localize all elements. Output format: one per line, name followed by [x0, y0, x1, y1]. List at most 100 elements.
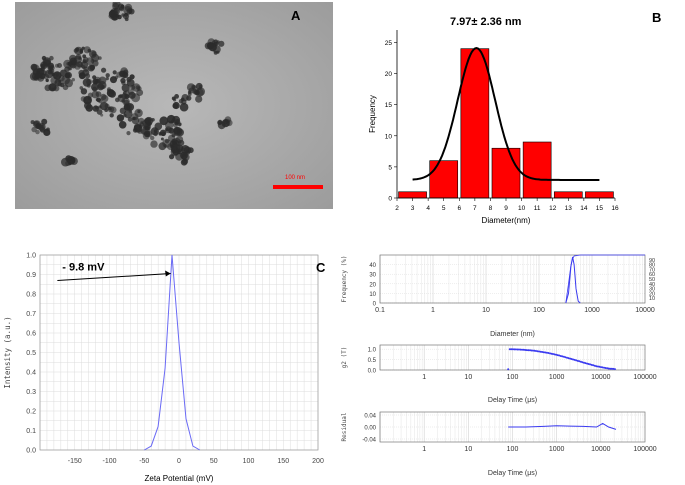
nanoparticle [98, 99, 103, 104]
nanoparticle [43, 74, 50, 80]
y-axis-title: Residual [341, 412, 348, 441]
histogram-panel: 7.97± 2.36 nm 2 3 4 5 6 7 8 9 10 11 12 13 14 15 16 0 5 10 1… [345, 0, 685, 230]
nanoparticle [39, 126, 46, 133]
nanoparticle [101, 67, 107, 73]
correlation-point [507, 368, 510, 371]
nanoparticle [98, 81, 107, 90]
correlation-point [567, 357, 570, 360]
nanoparticle [110, 13, 117, 21]
x-tick-label: 6 [457, 205, 461, 212]
y-tick-label: 30 [369, 273, 376, 279]
y-tick-label: 0.7 [26, 311, 36, 318]
plot-frame [379, 411, 646, 443]
correlation-point [595, 365, 598, 368]
y-tick-label: 20 [369, 282, 376, 288]
x-tick-label: 0 [177, 458, 181, 465]
nanoparticle [117, 94, 126, 103]
correlation-point [536, 350, 539, 353]
histogram-bar [460, 48, 490, 199]
nanoparticle [78, 56, 82, 60]
x-axis-title: Zeta Potential (mV) [145, 474, 214, 483]
y-axis-title: g2 (T) [341, 347, 348, 369]
nanoparticle [137, 86, 142, 91]
x-axis-title: Diameter(nm) [482, 216, 531, 225]
nanoparticle [113, 7, 120, 15]
nanoparticle [60, 82, 65, 88]
nanoparticle [180, 97, 185, 102]
y-tick-label: -0.04 [362, 438, 376, 444]
nanoparticle [180, 159, 188, 166]
correlation-point [545, 351, 548, 354]
nanoparticle [51, 72, 55, 77]
x-axis-title: Delay Time (μs) [488, 397, 537, 404]
nanoparticle [171, 96, 176, 101]
y-right-tick-label: 80 [649, 263, 655, 269]
y-tick-label: 0.1 [26, 428, 36, 435]
correlation-point [555, 353, 558, 356]
x-tick-label: 10 [464, 446, 472, 453]
nanoparticle [132, 116, 136, 121]
y-tick-label: 1.0 [26, 253, 36, 260]
y-tick-label: 0.04 [364, 414, 376, 420]
correlation-point [553, 353, 556, 356]
nanoparticle [121, 83, 130, 92]
correlation-point [538, 350, 541, 353]
nanoparticle [150, 140, 158, 148]
y-tick-label: 0.0 [26, 448, 36, 455]
correlation-point [541, 351, 544, 353]
y-tick-label: 10 [369, 292, 376, 298]
correlation-point [575, 359, 578, 362]
correlation-point [513, 348, 516, 351]
nanoparticle [101, 95, 109, 103]
zeta-distribution-line [144, 254, 201, 451]
panel-label-c: C [316, 260, 326, 275]
nanoparticle [181, 147, 186, 152]
y-tick-label: 0.2 [26, 409, 36, 416]
correlation-point [528, 349, 531, 352]
correlation-point [530, 349, 533, 352]
nanoparticle [92, 75, 97, 80]
x-tick-label: 100000 [633, 446, 656, 453]
nanoparticle [105, 73, 110, 78]
nanoparticle [168, 127, 175, 134]
nanoparticle [222, 118, 231, 127]
nanoparticle [108, 107, 113, 111]
nanoparticle [159, 129, 167, 136]
nanoparticle [32, 120, 41, 128]
nanoparticle [123, 69, 129, 75]
x-tick-label: 16 [611, 205, 619, 212]
x-tick-label: 100 [243, 458, 255, 465]
correlation-point [521, 348, 524, 351]
x-tick-label: 10000 [591, 446, 611, 453]
y-tick-label: 15 [385, 102, 393, 109]
nanoparticle [83, 46, 91, 54]
nanoparticle [172, 122, 179, 128]
nanoparticle [57, 63, 62, 68]
correlation-point [556, 354, 559, 357]
nanoparticle [178, 139, 185, 146]
nanoparticle [154, 122, 163, 131]
x-tick-label: 9 [504, 205, 508, 212]
y-tick-label: 0 [388, 196, 392, 203]
nanoparticle [91, 83, 99, 91]
plot-frame [379, 254, 646, 304]
nanoparticle [123, 6, 133, 15]
residual-line [508, 422, 617, 430]
nanoparticle [98, 56, 102, 60]
size-distribution-line [565, 256, 581, 304]
correlation-point [518, 348, 520, 351]
y-tick-label: 20 [385, 71, 393, 78]
x-tick-label: 100 [533, 307, 545, 314]
correlation-point [583, 361, 585, 364]
annotation-arrow-head [165, 270, 171, 277]
y-right-tick-label: 50 [649, 277, 655, 283]
nanoparticle [90, 59, 95, 63]
correlation-point [598, 365, 601, 368]
y-tick-label: 5 [388, 164, 392, 171]
correlation-point [590, 363, 593, 366]
nanoparticle [177, 122, 182, 127]
nanoparticle [30, 63, 38, 71]
nanoparticle [126, 131, 131, 136]
correlation-point [613, 368, 616, 371]
